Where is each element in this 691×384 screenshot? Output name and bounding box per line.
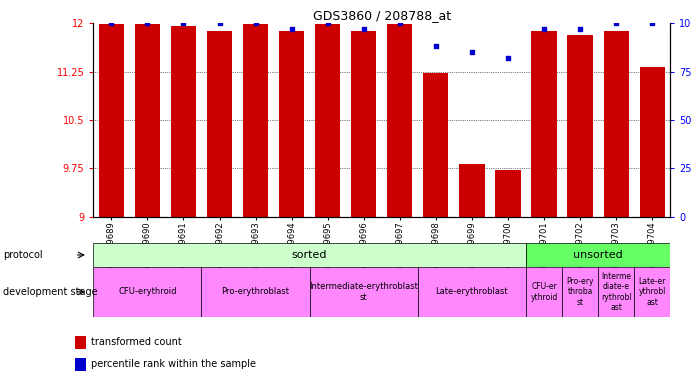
Bar (75, 358, 86, 371)
Bar (202, 267, 310, 317)
Bar (351, 31, 377, 217)
Bar (603, 31, 629, 217)
Bar (495, 170, 520, 217)
Bar (567, 35, 593, 217)
Point (502, 55, 513, 61)
Point (611, 20, 622, 26)
Bar (243, 24, 268, 217)
Point (466, 49, 477, 55)
Bar (526, 243, 670, 267)
Point (214, 20, 225, 26)
Text: CFU-er
ythroid: CFU-er ythroid (531, 282, 558, 301)
Point (106, 20, 117, 26)
Bar (562, 267, 598, 317)
Bar (418, 267, 526, 317)
Bar (93, 267, 202, 317)
Text: CFU-erythroid: CFU-erythroid (118, 287, 177, 296)
Point (250, 20, 261, 26)
Bar (531, 31, 557, 217)
Text: Pro-erythroblast: Pro-erythroblast (222, 287, 290, 296)
Point (538, 26, 549, 32)
Text: unsorted: unsorted (574, 250, 623, 260)
Bar (279, 31, 304, 217)
Bar (99, 24, 124, 217)
Point (142, 20, 153, 26)
Bar (460, 164, 484, 217)
Text: Late-er
ythrobl
ast: Late-er ythrobl ast (638, 277, 666, 307)
Text: Interme
diate-e
rythrobl
ast: Interme diate-e rythrobl ast (601, 272, 632, 312)
Bar (310, 267, 418, 317)
Bar (634, 267, 670, 317)
Text: transformed count: transformed count (91, 337, 182, 347)
Text: percentile rank within the sample: percentile rank within the sample (91, 359, 256, 369)
Bar (315, 24, 340, 217)
Point (358, 26, 369, 32)
Bar (207, 31, 232, 217)
Text: development stage: development stage (3, 287, 98, 297)
Point (322, 20, 333, 26)
Text: Late-erythroblast: Late-erythroblast (435, 287, 509, 296)
Bar (135, 24, 160, 217)
Bar (424, 73, 448, 217)
Bar (93, 243, 526, 267)
Bar (387, 24, 413, 217)
Text: protocol: protocol (3, 250, 43, 260)
Bar (526, 267, 562, 317)
Bar (75, 336, 86, 349)
Point (395, 20, 406, 26)
Title: GDS3860 / 208788_at: GDS3860 / 208788_at (313, 9, 451, 22)
Point (647, 20, 658, 26)
Text: sorted: sorted (292, 250, 328, 260)
Text: Intermediate-erythroblast
st: Intermediate-erythroblast st (310, 282, 418, 301)
Point (575, 26, 586, 32)
Point (178, 20, 189, 26)
Bar (171, 26, 196, 217)
Point (430, 43, 442, 50)
Bar (598, 267, 634, 317)
Bar (640, 67, 665, 217)
Text: Pro-ery
throba
st: Pro-ery throba st (567, 277, 594, 307)
Point (286, 26, 297, 32)
